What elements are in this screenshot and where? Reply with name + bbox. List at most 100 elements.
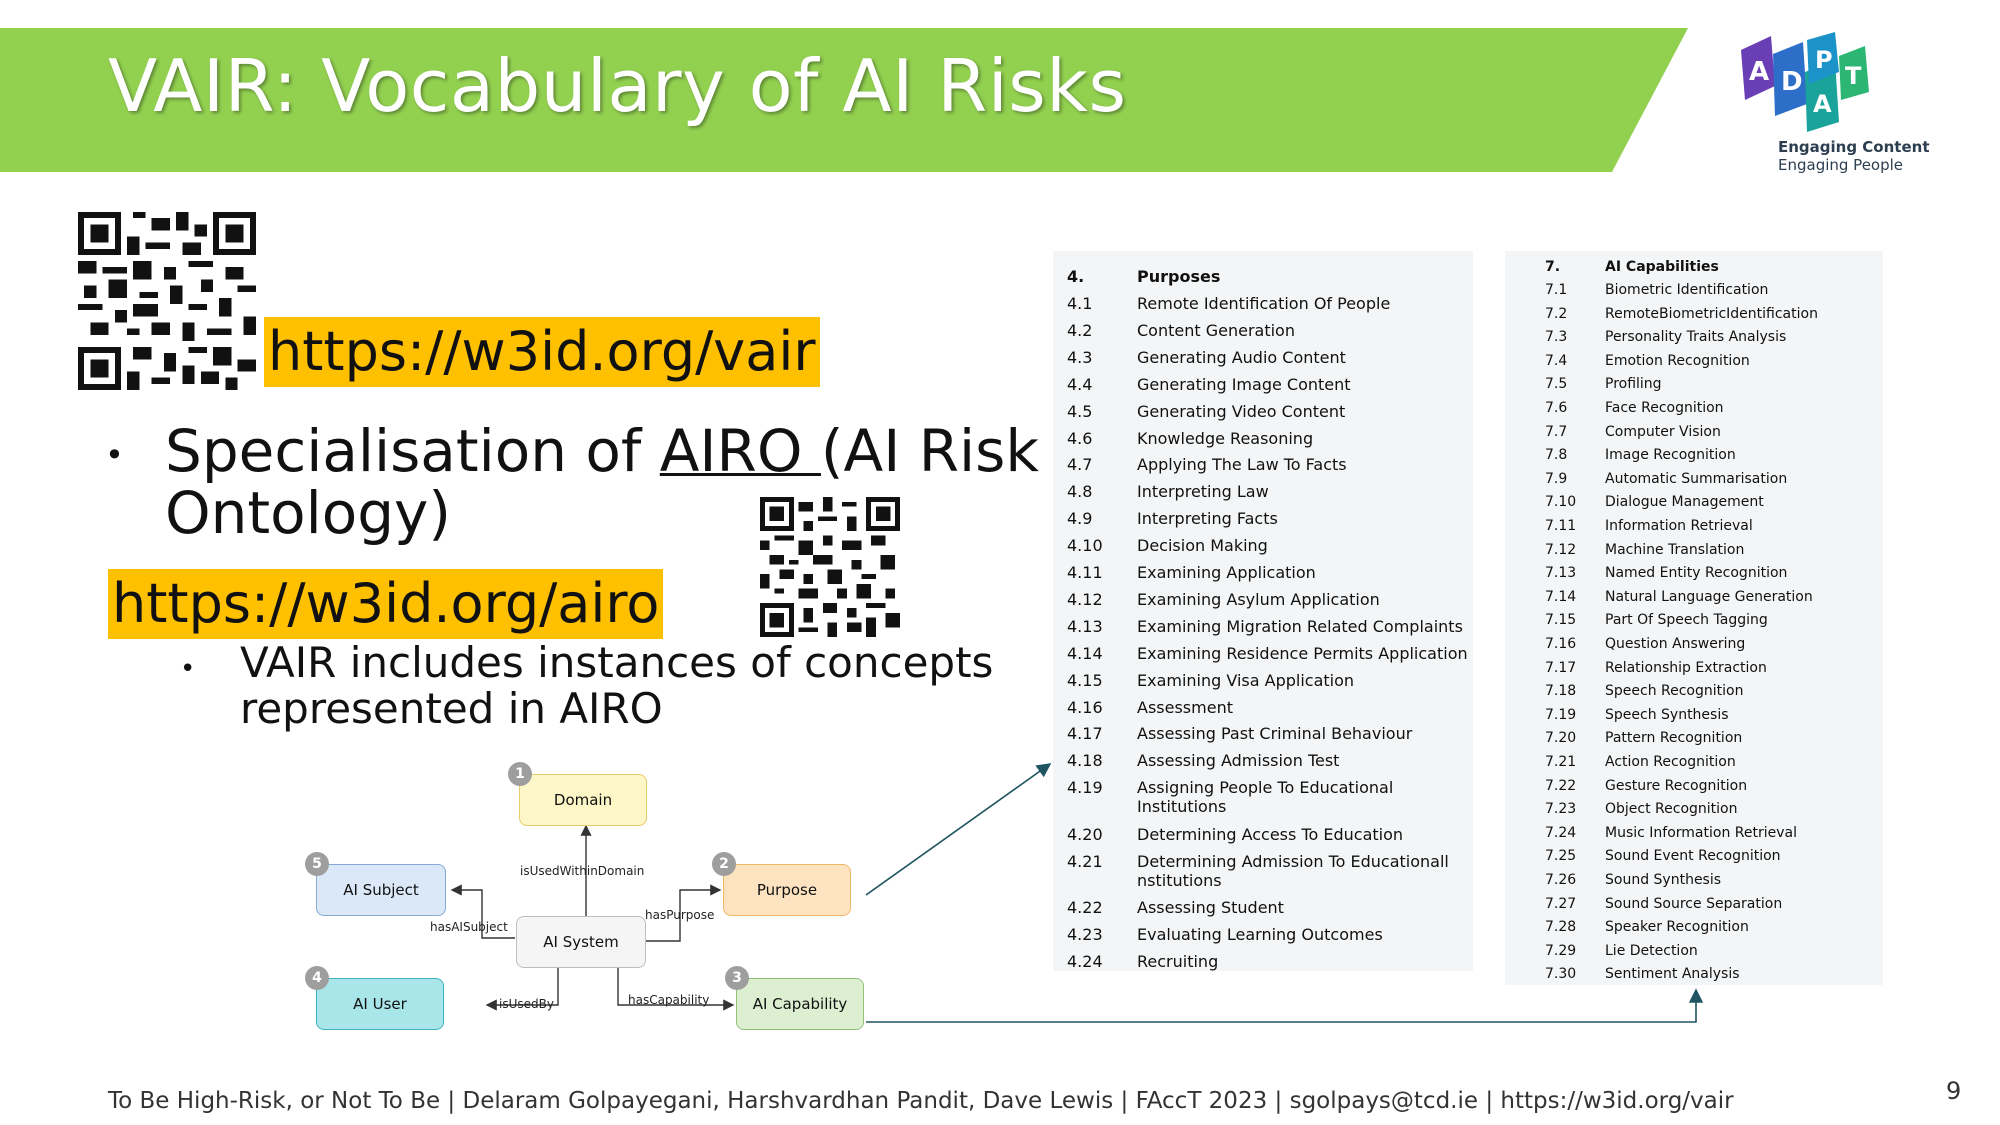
node-ai-subject: AI Subject xyxy=(316,864,446,916)
capability-label: Speech Synthesis xyxy=(1605,706,1729,723)
capability-num: 7.14 xyxy=(1545,588,1577,605)
purpose-num: 4.21 xyxy=(1067,851,1103,871)
airo-url[interactable]: https://w3id.org/airo xyxy=(108,569,664,639)
edge-label-domain: isUsedWithinDomain xyxy=(520,864,645,878)
adapt-logo: A D A P T xyxy=(1735,28,1935,178)
purpose-num: 4.16 xyxy=(1067,697,1103,717)
edge-label-purpose: hasPurpose xyxy=(645,908,715,922)
purpose-num: 4.20 xyxy=(1067,824,1103,844)
capability-label: Natural Language Generation xyxy=(1605,588,1813,605)
purpose-num: 4.9 xyxy=(1067,509,1093,529)
purpose-label: Recruiting xyxy=(1137,951,1219,971)
purposes-header-num: 4. xyxy=(1067,267,1085,286)
logo-tagline-1: Engaging Content xyxy=(1778,138,1930,156)
purpose-num: 4.22 xyxy=(1067,898,1103,918)
bullet-text-pre: Specialisation of xyxy=(165,417,660,485)
purpose-label: Evaluating Learning Outcomes xyxy=(1137,925,1383,944)
capability-num: 7.30 xyxy=(1545,966,1577,983)
vair-link[interactable]: https://w3id.org/vair xyxy=(264,317,820,387)
node-subject-label: AI Subject xyxy=(343,881,419,899)
capability-label: Image Recognition xyxy=(1605,447,1736,464)
purpose-num: 4.19 xyxy=(1067,778,1103,798)
purpose-num: 4.18 xyxy=(1067,751,1103,771)
purpose-num: 4.12 xyxy=(1067,589,1103,609)
capability-label: Machine Translation xyxy=(1605,541,1745,558)
capabilities-panel: 7. AI Capabilities 7.1 Biometric Identifi… xyxy=(1505,251,1883,985)
capability-num: 7.19 xyxy=(1545,706,1577,723)
capability-num: 7.3 xyxy=(1545,329,1568,346)
purpose-label: Assessing Past Criminal Behaviour xyxy=(1137,724,1413,744)
capability-label: Gesture Recognition xyxy=(1605,777,1748,794)
purpose-label: Generating Audio Content xyxy=(1137,347,1346,367)
capability-label: Face Recognition xyxy=(1605,400,1724,416)
purpose-label: Examining Residence Permits Application xyxy=(1137,643,1468,663)
badge-domain: 1 xyxy=(508,762,532,786)
capability-label: Biometric Identification xyxy=(1605,282,1769,298)
node-capability-label: AI Capability xyxy=(752,995,848,1013)
title-banner xyxy=(0,0,2000,175)
node-domain: Domain xyxy=(519,774,647,826)
purpose-label: Remote Identification Of People xyxy=(1137,294,1391,313)
slide-footer: To Be High-Risk, or Not To Be | Delaram … xyxy=(108,1088,1734,1114)
node-ai-system: AI System xyxy=(516,916,646,968)
purpose-label: Examining Application xyxy=(1137,563,1316,582)
logo-letter-t: T xyxy=(1845,62,1862,90)
capability-num: 7.16 xyxy=(1545,636,1577,652)
capability-label: Pattern Recognition xyxy=(1605,730,1743,747)
capability-label: Information Retrieval xyxy=(1605,518,1753,534)
capability-label: Part Of Speech Tagging xyxy=(1605,612,1768,629)
capability-label: Sound Synthesis xyxy=(1605,872,1722,888)
capability-num: 7.26 xyxy=(1545,872,1577,888)
purpose-label: Interpreting Law xyxy=(1137,482,1269,502)
capability-num: 7.13 xyxy=(1545,565,1577,582)
capability-label: Question Answering xyxy=(1605,636,1746,652)
capability-label: Speech Recognition xyxy=(1605,683,1744,700)
purpose-num: 4.23 xyxy=(1067,925,1103,944)
logo-letter-p: P xyxy=(1815,46,1833,74)
bullet-dot: • xyxy=(180,654,196,684)
vair-qr-code[interactable] xyxy=(78,212,256,390)
capability-num: 7.21 xyxy=(1545,754,1577,770)
capability-num: 7.12 xyxy=(1545,541,1577,558)
purpose-num: 4.13 xyxy=(1067,616,1103,636)
purpose-num: 4.15 xyxy=(1067,670,1103,690)
purposes-panel: 4. Purposes 4.1 Remote Identification Of … xyxy=(1053,251,1473,971)
capability-label: Object Recognition xyxy=(1605,801,1738,818)
node-ai-capability: AI Capability xyxy=(736,978,864,1030)
node-domain-label: Domain xyxy=(553,791,613,809)
purpose-num: 4.17 xyxy=(1067,724,1103,744)
capability-label: Speaker Recognition xyxy=(1605,919,1749,936)
capability-num: 7.22 xyxy=(1545,777,1577,794)
badge-capability: 3 xyxy=(725,966,749,990)
capability-num: 7.8 xyxy=(1545,447,1568,464)
badge-subject: 5 xyxy=(305,852,329,876)
node-user-label: AI User xyxy=(353,995,407,1013)
capability-label: Lie Detection xyxy=(1605,942,1698,959)
airo-link[interactable]: AIRO xyxy=(659,417,821,485)
purpose-label: Generating Image Content xyxy=(1137,374,1351,394)
airo-qr-code[interactable] xyxy=(760,497,900,637)
capability-num: 7.23 xyxy=(1545,801,1577,818)
capability-label: Sound Source Separation xyxy=(1605,895,1783,912)
purpose-num: 4.1 xyxy=(1067,294,1093,313)
purpose-label: Decision Making xyxy=(1137,536,1268,556)
capability-num: 7.6 xyxy=(1545,400,1568,416)
purpose-label: Examining Visa Application xyxy=(1137,670,1355,690)
capability-num: 7.25 xyxy=(1545,848,1577,865)
capability-num: 7.20 xyxy=(1545,730,1577,747)
purpose-num: 4.5 xyxy=(1067,401,1093,421)
purpose-num: 4.3 xyxy=(1067,347,1093,367)
capabilities-header-num: 7. xyxy=(1545,259,1561,275)
logo-letter-a2: A xyxy=(1813,90,1832,118)
capability-label: Emotion Recognition xyxy=(1605,352,1750,369)
purpose-label: Assessing Admission Test xyxy=(1137,751,1340,771)
purpose-label: Assessment xyxy=(1137,697,1233,717)
capability-num: 7.11 xyxy=(1545,518,1577,534)
capability-label: Music Information Retrieval xyxy=(1605,824,1797,841)
bullet-instances-text: VAIR includes instances of concepts repr… xyxy=(240,638,994,733)
purpose-label: Assigning People To Educational Institut… xyxy=(1137,778,1394,817)
capability-num: 7.7 xyxy=(1545,423,1568,440)
edge-label-subject: hasAISubject xyxy=(430,920,508,934)
purpose-label: Examining Asylum Application xyxy=(1137,589,1380,609)
purpose-num: 4.2 xyxy=(1067,320,1093,340)
